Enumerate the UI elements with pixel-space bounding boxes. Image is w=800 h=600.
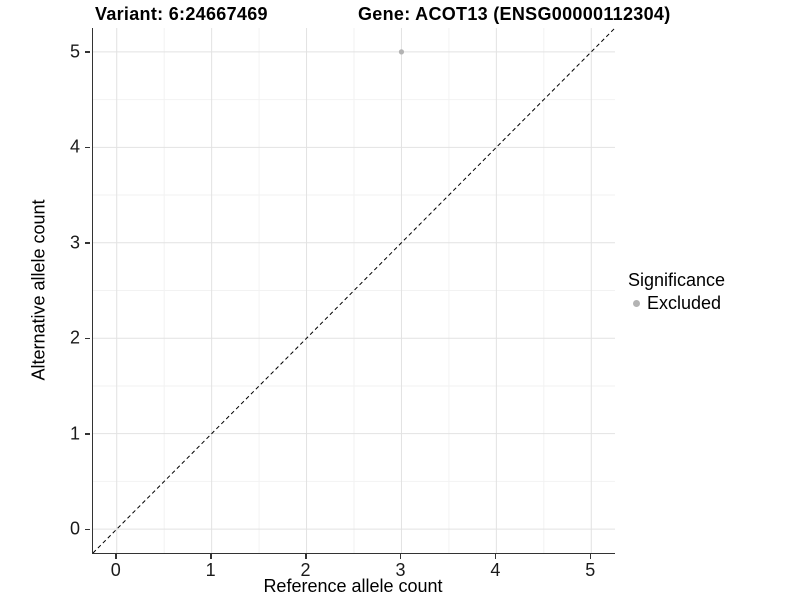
x-tick-mark: [305, 554, 307, 559]
x-tick-mark: [399, 554, 402, 559]
y-tick-label: 2: [69, 327, 80, 348]
x-tick-label: 3: [395, 560, 406, 580]
x-tick-label: 2: [300, 560, 311, 580]
y-tick-mark: [85, 242, 90, 244]
legend-item-label: Excluded: [647, 293, 722, 313]
y-tick-mark: [85, 51, 90, 53]
y-tick-label: 1: [69, 423, 80, 444]
y-tick-mark: [85, 528, 90, 531]
legend-item-excluded: Excluded: [628, 293, 725, 314]
x-tick-mark: [115, 554, 117, 559]
data-point: [398, 49, 405, 55]
x-tick-mark: [210, 554, 212, 559]
y-tick-label: 3: [69, 232, 80, 253]
y-tick-mark: [85, 433, 90, 435]
y-tick-label: 4: [69, 136, 80, 157]
x-tick-label: 4: [490, 560, 501, 580]
identity-line: [93, 28, 615, 553]
x-axis-title: Reference allele count: [263, 576, 443, 596]
excluded-marker-icon: [633, 300, 640, 307]
x-tick-label: 0: [110, 560, 121, 580]
plot-title-variant: Variant: 6:24667469: [95, 4, 268, 24]
y-tick-mark: [85, 337, 90, 340]
y-tick-label: 0: [69, 518, 80, 539]
y-tick-label: 5: [69, 41, 80, 62]
y-axis-title: Alternative allele count: [28, 199, 49, 381]
plot-canvas: [93, 28, 615, 553]
x-tick-label: 5: [585, 560, 596, 580]
x-tick-mark: [589, 554, 592, 559]
legend-key: [628, 295, 645, 312]
x-tick-mark: [494, 554, 497, 559]
plot-panel: [92, 28, 615, 554]
x-tick-label: 1: [205, 560, 216, 580]
legend-title: Significance: [628, 270, 726, 290]
plot-title-gene: Gene: ACOT13 (ENSG00000112304): [358, 4, 671, 24]
legend: Significance Excluded: [628, 270, 725, 314]
y-tick-mark: [85, 146, 90, 149]
